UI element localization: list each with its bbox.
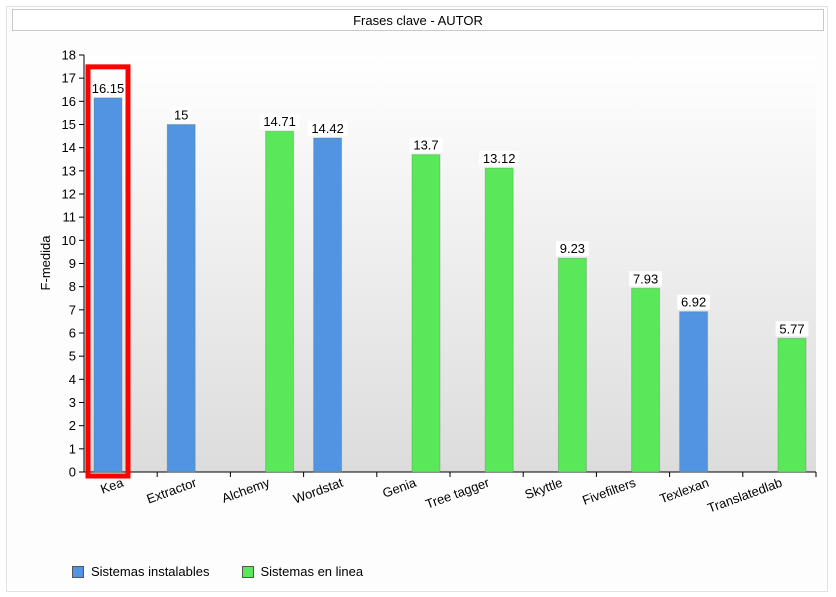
y-tick-label: 17	[62, 71, 76, 86]
bar-wordstat	[313, 137, 343, 473]
legend-label: Sistemas en linea	[260, 564, 364, 579]
data-label-bg	[479, 151, 520, 167]
bar-genia	[411, 154, 441, 473]
y-tick-label: 14	[62, 140, 76, 155]
data-label: 13.7	[413, 138, 438, 153]
data-label-bg	[259, 114, 300, 130]
y-tick-label: 18	[62, 48, 76, 63]
x-tick-label: Translatedlab	[705, 475, 784, 516]
y-tick-label: 8	[69, 279, 76, 294]
bar-translatedlab	[777, 337, 807, 473]
chart-title: Frases clave - AUTOR	[12, 9, 824, 31]
x-tick-label: Wordstat	[291, 475, 345, 507]
data-label: 14.71	[263, 114, 296, 129]
y-axis-label: F-medida	[38, 235, 53, 291]
data-label: 13.12	[483, 151, 516, 166]
bar-tree-tagger	[484, 167, 514, 473]
legend-swatch	[72, 565, 84, 578]
x-tick-label: Tree tagger	[423, 474, 491, 511]
y-tick-label: 0	[69, 465, 76, 480]
data-label-bg	[775, 321, 809, 337]
data-label-bg	[172, 107, 191, 123]
x-tick-label: Texlexan	[658, 475, 711, 507]
bar-texlexan	[679, 311, 709, 473]
data-label-bg	[629, 271, 662, 287]
data-label: 16.15	[92, 81, 125, 96]
y-tick-label: 16	[62, 94, 76, 109]
y-tick-label: 1	[69, 441, 76, 456]
y-tick-label: 7	[69, 302, 76, 317]
data-label-bg	[677, 294, 710, 310]
bar-skyttle	[557, 257, 587, 473]
data-label: 14.42	[311, 121, 344, 136]
data-label: 6.92	[681, 295, 706, 310]
data-label-bg	[307, 120, 348, 136]
y-tick-label: 15	[62, 117, 76, 132]
y-tick-label: 5	[69, 349, 76, 364]
legend-item-en-linea: Sistemas en linea	[241, 564, 364, 579]
highlight-box	[85, 64, 131, 479]
data-label: 9.23	[560, 241, 585, 256]
data-label-bg	[409, 137, 443, 153]
y-tick-label: 3	[69, 395, 76, 410]
x-tick-label: Fivefilters	[580, 475, 638, 508]
bar-kea	[93, 97, 123, 473]
x-tick-label: Genia	[380, 474, 418, 500]
data-label: 5.77	[779, 321, 804, 336]
bar-alchemy	[265, 130, 295, 473]
y-tick-label: 11	[63, 210, 77, 225]
y-tick-label: 4	[69, 372, 76, 387]
data-label: 15	[174, 108, 188, 123]
y-tick-label: 12	[62, 187, 76, 202]
y-tick-label: 9	[69, 256, 76, 271]
data-label-bg	[556, 241, 589, 257]
legend-item-instalables: Sistemas instalables	[72, 564, 210, 579]
y-tick-label: 13	[62, 163, 76, 178]
legend: Sistemas instalables Sistemas en linea	[72, 564, 363, 579]
data-label: 7.93	[633, 271, 658, 286]
data-label-bg	[88, 80, 128, 96]
x-tick-label: Alchemy	[220, 475, 272, 506]
x-tick-label: Skyttle	[523, 475, 565, 502]
y-tick-label: 10	[62, 233, 76, 248]
y-tick-label: 6	[69, 326, 76, 341]
y-tick-label: 2	[69, 418, 76, 433]
legend-label: Sistemas instalables	[91, 564, 210, 579]
x-tick-label: Extractor	[144, 474, 199, 506]
bar-fivefilters	[631, 287, 661, 473]
bar-extractor	[166, 124, 196, 473]
legend-swatch	[241, 565, 254, 578]
